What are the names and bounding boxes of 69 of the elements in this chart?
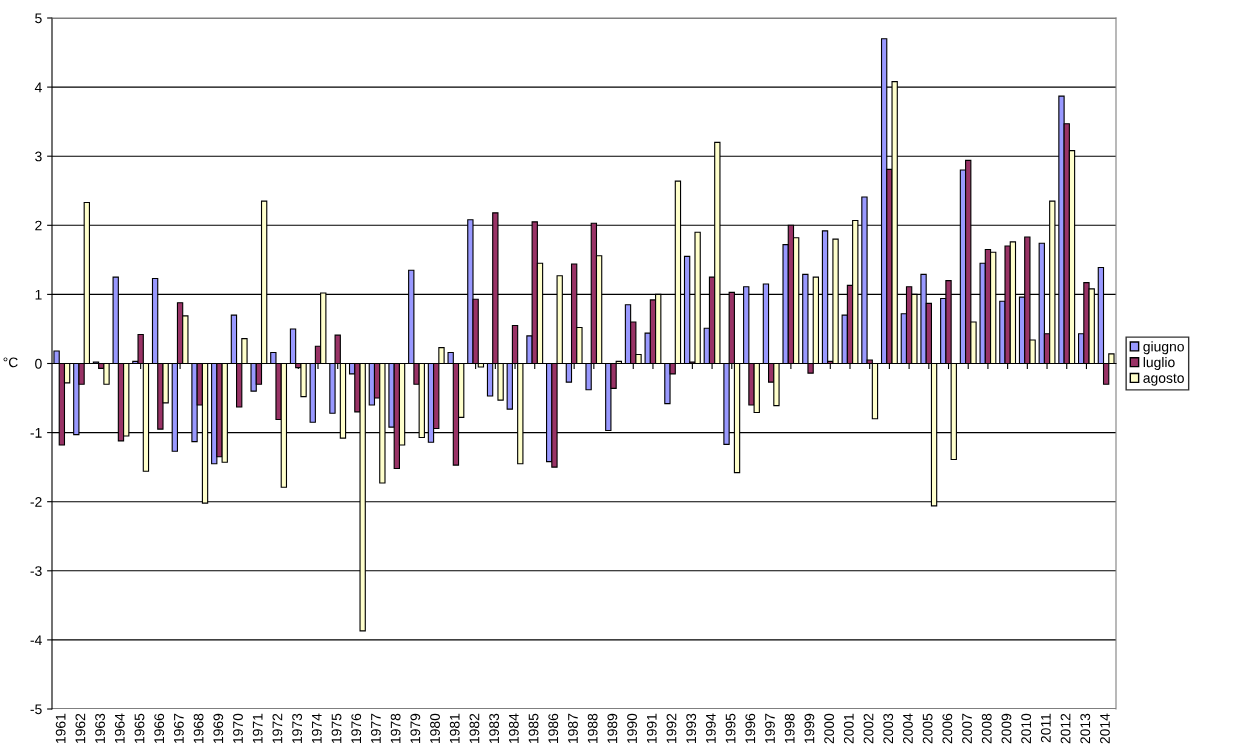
x-tick-label: 1973 bbox=[292, 713, 303, 743]
x-tick-label: 2013 bbox=[1080, 713, 1091, 744]
x-tick-label: 2007 bbox=[962, 713, 972, 744]
legend-label: giugno bbox=[1143, 341, 1184, 355]
x-tick-label: 1987 bbox=[568, 713, 578, 743]
x-tick-label: 1982 bbox=[469, 713, 480, 743]
x-tick-label: 1994 bbox=[705, 713, 716, 743]
y-tick-label: -2 bbox=[30, 497, 42, 507]
x-tick-label: 2006 bbox=[942, 713, 953, 744]
x-tick-label: 1998 bbox=[784, 713, 795, 743]
x-tick-label: 1964 bbox=[114, 713, 125, 743]
y-tick-label: 2 bbox=[35, 220, 42, 231]
x-tick-label: 1976 bbox=[351, 713, 362, 743]
x-tick-label: 2012 bbox=[1060, 713, 1071, 744]
x-tick-label: 1966 bbox=[154, 713, 165, 743]
x-tick-label: 1995 bbox=[725, 713, 736, 743]
legend-label: luglio bbox=[1143, 357, 1175, 370]
x-tick-label: 1974 bbox=[311, 713, 322, 743]
x-tick-label: 1996 bbox=[745, 713, 756, 743]
y-tick-label: 0 bbox=[35, 358, 42, 369]
x-tick-label: 2001 bbox=[843, 713, 854, 744]
x-tick-label: 1985 bbox=[528, 713, 539, 743]
x-tick-label: 1999 bbox=[804, 713, 815, 743]
x-tick-label: 1978 bbox=[390, 713, 401, 743]
x-tick-label: 1965 bbox=[134, 713, 145, 743]
x-tick-label: 1991 bbox=[646, 713, 657, 743]
x-tick-label: 1981 bbox=[449, 713, 460, 743]
x-tick-label: 1986 bbox=[548, 713, 559, 743]
x-tick-label: 2010 bbox=[1021, 713, 1032, 744]
x-tick-label: 1970 bbox=[233, 713, 243, 743]
x-tick-label: 1988 bbox=[587, 713, 598, 743]
legend-label: agosto bbox=[1143, 373, 1184, 386]
x-tick-label: 1961 bbox=[55, 713, 66, 743]
x-tick-label: 2008 bbox=[981, 713, 992, 744]
y-tick-label: -4 bbox=[30, 635, 42, 645]
x-tick-label: 2003 bbox=[883, 713, 894, 744]
x-tick-label: 2009 bbox=[1001, 713, 1012, 744]
x-tick-label: 1967 bbox=[173, 713, 184, 743]
x-tick-label: 1979 bbox=[410, 713, 421, 743]
x-tick-label: 1989 bbox=[607, 713, 618, 743]
y-tick-label: -5 bbox=[30, 704, 42, 715]
y-tick-label: -1 bbox=[30, 428, 42, 438]
x-tick-label: 1971 bbox=[252, 713, 263, 743]
x-tick-label: 1983 bbox=[489, 713, 500, 743]
x-tick-label: 2002 bbox=[863, 713, 874, 744]
x-tick-label: 1993 bbox=[686, 713, 697, 743]
x-tick-label: 1984 bbox=[508, 713, 519, 743]
y-tick-label: 5 bbox=[35, 13, 42, 24]
y-tick-label: 3 bbox=[35, 151, 42, 162]
x-tick-label: 1968 bbox=[193, 713, 204, 743]
x-tick-label: 1972 bbox=[272, 713, 283, 743]
x-tick-label: 2014 bbox=[1100, 713, 1110, 744]
x-tick-label: 1997 bbox=[765, 713, 775, 743]
x-tick-label: 2004 bbox=[903, 713, 913, 744]
y-tick-label: -3 bbox=[30, 566, 42, 576]
x-tick-label: 1963 bbox=[95, 713, 105, 743]
x-tick-label: 1992 bbox=[666, 713, 677, 743]
x-tick-label: 2005 bbox=[922, 713, 933, 744]
x-tick-label: 2011 bbox=[1040, 713, 1051, 743]
x-tick-label: 2000 bbox=[824, 713, 835, 744]
x-tick-label: 1990 bbox=[627, 713, 637, 743]
x-tick-label: 1962 bbox=[75, 713, 86, 743]
y-axis-title: °C bbox=[3, 357, 18, 368]
x-tick-label: 1969 bbox=[213, 713, 224, 743]
y-tick-label: 4 bbox=[34, 82, 42, 93]
x-tick-label: 1975 bbox=[331, 713, 342, 743]
x-tick-label: 1977 bbox=[371, 713, 381, 743]
y-tick-label: 1 bbox=[35, 289, 42, 300]
x-tick-label: 1980 bbox=[430, 713, 440, 743]
